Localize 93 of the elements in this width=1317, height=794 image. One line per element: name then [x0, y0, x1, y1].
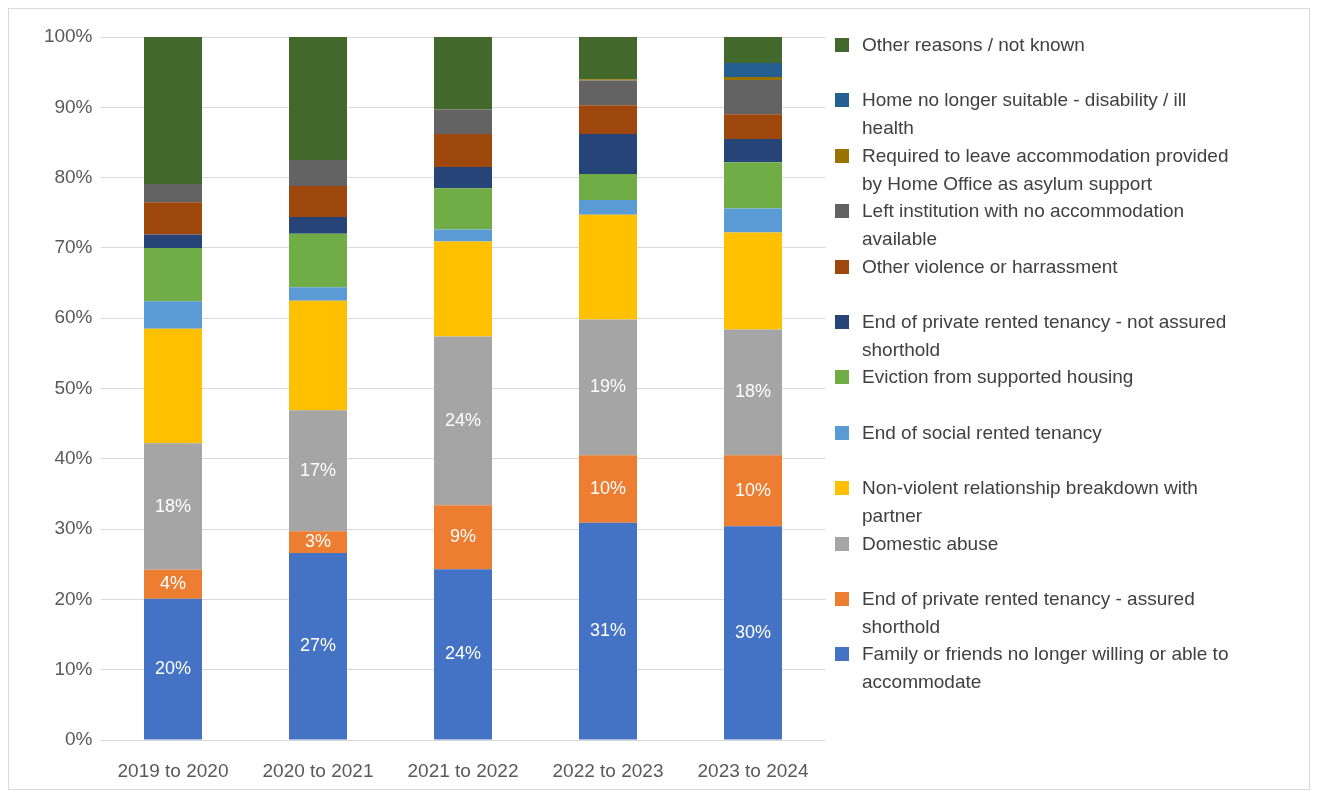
bar	[724, 455, 782, 527]
bar	[579, 319, 637, 456]
legend-label: Home no longer suitable - disability / ill health	[862, 88, 1188, 141]
bar	[724, 79, 782, 115]
bar	[434, 37, 492, 110]
bar	[289, 410, 347, 532]
legend-label: Non-violent relationship breakdown with partner	[862, 476, 1199, 529]
bar	[289, 233, 347, 288]
bar	[434, 241, 492, 337]
y-tick-label: 20%	[54, 587, 93, 609]
bar	[579, 37, 637, 80]
bar	[724, 77, 782, 80]
bar	[289, 553, 347, 740]
bar	[579, 214, 637, 320]
legend-label: Required to leave accommodation provided by Home Office as asylum support	[862, 143, 1230, 196]
data-label: 10%	[734, 479, 772, 500]
legend-label: End of private rented tenancy - not assured shorthold	[862, 309, 1228, 362]
legend-label: Left institution with no accommodation available	[862, 199, 1186, 252]
bar	[144, 328, 202, 444]
bar	[144, 234, 202, 248]
bar	[724, 63, 782, 78]
data-label: 4%	[159, 573, 187, 594]
x-tick-label: 2022 to 2023	[552, 759, 664, 781]
bar	[144, 598, 202, 740]
y-tick-label: 60%	[54, 306, 93, 328]
x-tick-label: 2023 to 2024	[697, 759, 809, 781]
bar	[724, 232, 782, 330]
bar	[144, 301, 202, 329]
bar	[434, 167, 492, 189]
data-label: 3%	[304, 531, 332, 552]
legend-label: Family or friends no longer willing or able to accommodate	[862, 642, 1230, 695]
y-tick-label: 80%	[54, 165, 93, 187]
bar	[434, 109, 492, 135]
bar	[434, 505, 492, 570]
bar	[724, 114, 782, 139]
data-label: 18%	[734, 381, 772, 402]
legend-label: Eviction from supported housing	[862, 365, 1135, 390]
data-label: 30%	[734, 621, 772, 642]
y-tick-label: 40%	[54, 447, 93, 469]
legend-label: Other violence or harrassment	[862, 254, 1119, 279]
y-tick-label: 90%	[54, 95, 93, 117]
bar	[144, 37, 202, 184]
bar	[724, 526, 782, 740]
bar	[579, 105, 637, 135]
bar	[289, 300, 347, 411]
bar	[434, 188, 492, 230]
bar	[289, 216, 347, 234]
x-tick-label: 2020 to 2021	[262, 759, 374, 781]
bar	[579, 455, 637, 523]
y-tick-label: 30%	[54, 517, 93, 539]
bar	[289, 160, 347, 187]
data-label: 19%	[589, 376, 627, 397]
data-label: 31%	[589, 620, 627, 641]
bar	[434, 336, 492, 506]
data-label: 24%	[444, 409, 482, 430]
x-tick-label: 2019 to 2020	[117, 759, 229, 781]
bar	[579, 522, 637, 740]
bar	[579, 174, 637, 201]
y-tick-label: 50%	[54, 376, 93, 398]
data-label: 27%	[299, 635, 337, 656]
data-label: 24%	[444, 643, 482, 664]
bar	[579, 80, 637, 106]
bar	[434, 569, 492, 740]
bar	[144, 247, 202, 302]
y-tick-label: 0%	[65, 728, 93, 750]
y-tick-label: 70%	[54, 236, 93, 258]
bar	[579, 200, 637, 215]
bar	[434, 134, 492, 168]
bar	[724, 329, 782, 456]
bar	[289, 287, 347, 301]
y-tick-label: 100%	[43, 25, 93, 47]
data-label: 9%	[449, 526, 477, 547]
y-tick-label: 10%	[54, 657, 93, 679]
bar	[724, 37, 782, 64]
bar	[144, 183, 202, 203]
legend-label: End of social rented tenancy	[862, 420, 1103, 445]
bar	[724, 162, 782, 209]
x-tick-label: 2021 to 2022	[407, 759, 519, 781]
legend-label: Other reasons / not known	[862, 33, 1086, 57]
bar	[289, 37, 347, 161]
data-label: 17%	[299, 459, 337, 480]
bar	[724, 208, 782, 233]
legend-label: Domestic abuse	[862, 531, 1000, 556]
bar	[724, 138, 782, 163]
data-label: 18%	[154, 495, 192, 516]
data-label: 10%	[589, 478, 627, 498]
bar	[579, 134, 637, 175]
data-label: 20%	[154, 658, 192, 679]
legend-label: End of private rented tenancy - assured shorthold	[862, 586, 1196, 639]
bar	[144, 443, 202, 570]
bar	[434, 229, 492, 242]
bar	[289, 186, 347, 217]
bar	[144, 202, 202, 235]
